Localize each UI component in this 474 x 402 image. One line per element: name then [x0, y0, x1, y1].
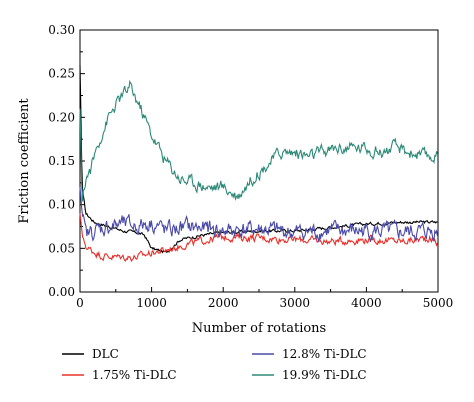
x-tick-label: 5000 [423, 296, 454, 310]
y-tick-label: 0.05 [48, 241, 75, 255]
x-tick-label: 4000 [351, 296, 382, 310]
legend-label: 19.9% Ti-DLC [282, 368, 367, 382]
y-tick-label: 0.10 [48, 198, 75, 212]
x-tick-label: 2000 [208, 296, 239, 310]
legend-label: 12.8% Ti-DLC [282, 347, 367, 361]
series-line-2 [79, 187, 438, 243]
x-tick-label: 3000 [280, 296, 311, 310]
series-line-0 [79, 64, 438, 254]
x-tick-label: 0 [76, 296, 84, 310]
plot-frame [79, 29, 439, 293]
series-line-3 [79, 79, 438, 202]
y-tick-label: 0.25 [48, 67, 75, 81]
y-tick-label: 0.00 [48, 285, 75, 299]
x-axis-title: Number of rotations [192, 321, 326, 336]
y-tick-label: 0.20 [48, 110, 75, 124]
legend-label: DLC [92, 347, 119, 361]
axis-ticks: 0 1000 2000 3000 4000 5000 0.00 0.05 0.10 0.15 0.2… [48, 23, 453, 310]
series-line-1 [79, 213, 438, 263]
y-axis-title: Friction coefficient [17, 98, 32, 224]
y-tick-label: 0.30 [48, 23, 75, 37]
legend: DLC 1.75% Ti-DLC 12.8% Ti-DLC 19.9% Ti-DLC [62, 347, 367, 382]
x-tick-label: 1000 [136, 296, 167, 310]
y-tick-label: 0.15 [48, 154, 75, 168]
series-layer [79, 64, 438, 263]
legend-label: 1.75% Ti-DLC [92, 368, 177, 382]
